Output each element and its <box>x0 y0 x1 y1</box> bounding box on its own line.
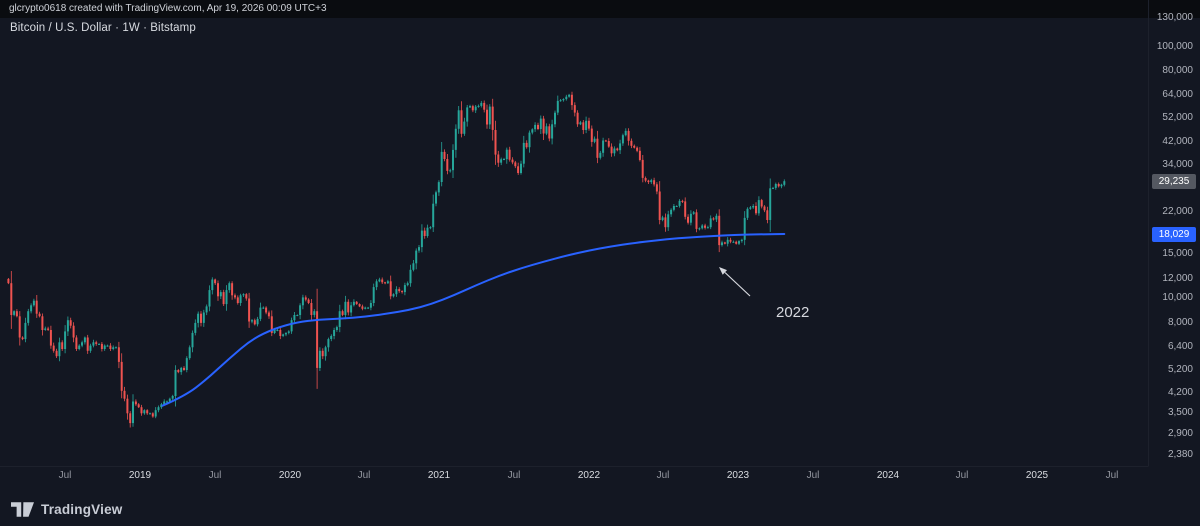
time-tick-label: Jul <box>208 470 222 481</box>
time-tick-label: Jul <box>58 470 72 481</box>
time-tick-label: Jul <box>656 470 670 481</box>
price-tick-label: 130,000 <box>1156 12 1193 23</box>
price-tick-label: 64,000 <box>1162 89 1193 100</box>
price-tick-label: 15,000 <box>1162 248 1193 259</box>
time-tick-label: 2022 <box>577 470 601 481</box>
last-price-label: 29,235 <box>1152 174 1196 189</box>
footer-bar: TradingView <box>0 492 1200 526</box>
price-tick-label: 8,000 <box>1167 317 1193 328</box>
price-tick-label: 22,000 <box>1162 206 1193 217</box>
time-tick-label: Jul <box>507 470 521 481</box>
price-tick-label: 100,000 <box>1156 41 1193 52</box>
time-tick-label: Jul <box>955 470 969 481</box>
ma-price-label: 18,029 <box>1152 227 1196 242</box>
symbol-legend[interactable]: Bitcoin / U.S. Dollar · 1W · Bitstamp <box>10 22 196 34</box>
annotation-arrow[interactable] <box>719 267 751 297</box>
time-tick-label: 2020 <box>278 470 302 481</box>
attribution-text: glcrypto0618 created with TradingView.co… <box>9 3 327 14</box>
price-tick-label: 2,380 <box>1167 449 1193 460</box>
price-tick-label: 5,200 <box>1167 364 1193 375</box>
price-tick-label: 2,900 <box>1167 428 1193 439</box>
price-tick-label: 52,000 <box>1162 112 1193 123</box>
attribution-bar: glcrypto0618 created with TradingView.co… <box>0 0 1200 18</box>
annotation-2022-label[interactable]: 2022 <box>776 304 810 321</box>
price-tick-label: 3,500 <box>1167 407 1193 418</box>
time-tick-label: 2019 <box>128 470 152 481</box>
price-tick-label: 10,000 <box>1162 292 1193 303</box>
time-tick-label: 2024 <box>876 470 900 481</box>
price-tick-label: 6,400 <box>1167 341 1193 352</box>
price-tick-label: 80,000 <box>1162 65 1193 76</box>
price-tick-label: 34,000 <box>1162 159 1193 170</box>
tradingview-logo-icon[interactable] <box>11 501 34 517</box>
time-scale[interactable]: Jul 2019 Jul 2020 Jul 2021 Jul 2022 Jul 2023 Jul 20… <box>0 466 1148 490</box>
tradingview-wordmark[interactable]: TradingView <box>41 501 123 517</box>
time-tick-label: 2025 <box>1025 470 1049 481</box>
price-tick-label: 12,000 <box>1162 273 1193 284</box>
time-tick-label: 2021 <box>427 470 451 481</box>
time-tick-label: Jul <box>357 470 371 481</box>
price-tick-label: 42,000 <box>1162 136 1193 147</box>
price-tick-label: 4,200 <box>1167 387 1193 398</box>
time-tick-label: Jul <box>1105 470 1119 481</box>
time-tick-label: 2023 <box>726 470 750 481</box>
price-scale[interactable]: 130,000 100,000 80,000 64,000 52,000 42,000 34… <box>1148 0 1200 466</box>
time-tick-label: Jul <box>806 470 820 481</box>
